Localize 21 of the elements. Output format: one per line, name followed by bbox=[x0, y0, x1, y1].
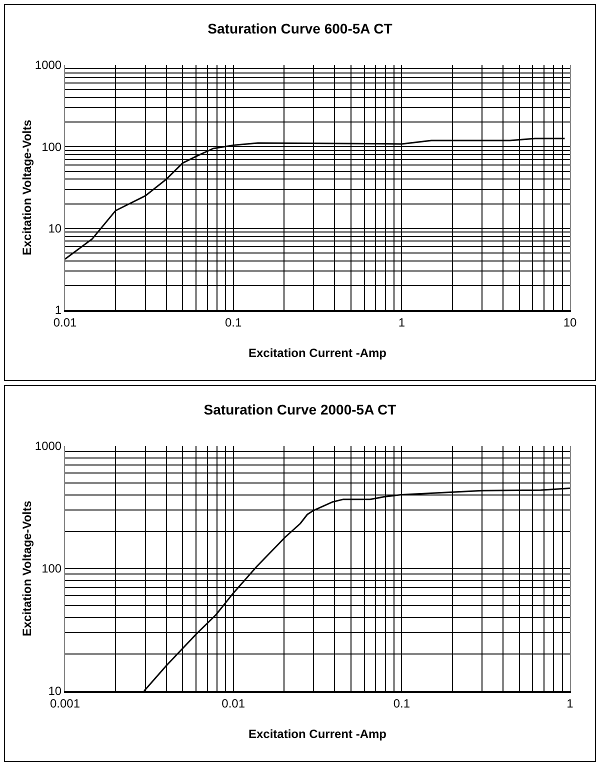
x-tick-label: 0.1 bbox=[224, 315, 242, 330]
x-tick-label: 1 bbox=[398, 315, 406, 330]
y-axis-title: Excitation Voltage-Volts bbox=[20, 500, 34, 636]
x-tick-label: 1 bbox=[566, 696, 574, 710]
x-tick-label: 0.001 bbox=[50, 696, 80, 710]
y-tick-label: 1 bbox=[54, 303, 62, 318]
y-tick-label: 10 bbox=[48, 222, 62, 236]
y-tick-label: 1000 bbox=[34, 439, 62, 454]
x-axis-title: Excitation Current -Amp bbox=[248, 727, 387, 741]
y-tick-label: 1000 bbox=[34, 58, 62, 72]
chart-title: Saturation Curve 600-5A CT bbox=[208, 20, 393, 37]
x-axis-title: Excitation Current -Amp bbox=[248, 346, 387, 360]
y-axis-title: Excitation Voltage-Volts bbox=[20, 119, 34, 256]
x-tick-label: 0.01 bbox=[222, 696, 246, 710]
x-tick-label: 10 bbox=[563, 315, 577, 330]
y-tick-label: 10 bbox=[48, 684, 62, 698]
y-tick-label: 100 bbox=[42, 140, 62, 154]
x-tick-label: 0.1 bbox=[393, 696, 410, 710]
y-tick-label: 100 bbox=[42, 562, 62, 576]
x-tick-label: 0.01 bbox=[53, 315, 77, 330]
chart-title: Saturation Curve 2000-5A CT bbox=[204, 402, 397, 418]
